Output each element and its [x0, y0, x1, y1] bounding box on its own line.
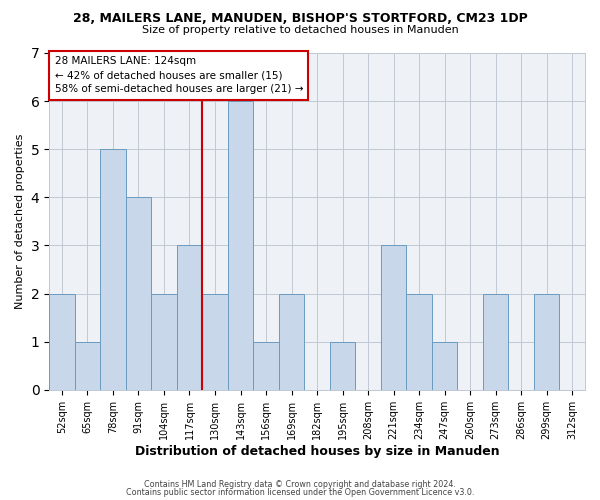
Text: Contains HM Land Registry data © Crown copyright and database right 2024.: Contains HM Land Registry data © Crown c… — [144, 480, 456, 489]
Bar — [253, 342, 279, 390]
Text: Size of property relative to detached houses in Manuden: Size of property relative to detached ho… — [142, 25, 458, 35]
Text: 28 MAILERS LANE: 124sqm
← 42% of detached houses are smaller (15)
58% of semi-de: 28 MAILERS LANE: 124sqm ← 42% of detache… — [55, 56, 303, 94]
X-axis label: Distribution of detached houses by size in Manuden: Distribution of detached houses by size … — [135, 444, 499, 458]
Bar — [330, 342, 355, 390]
Text: 28, MAILERS LANE, MANUDEN, BISHOP'S STORTFORD, CM23 1DP: 28, MAILERS LANE, MANUDEN, BISHOP'S STOR… — [73, 12, 527, 26]
Bar — [406, 294, 432, 390]
Y-axis label: Number of detached properties: Number of detached properties — [15, 134, 25, 309]
Bar — [100, 149, 126, 390]
Bar — [151, 294, 177, 390]
Bar — [279, 294, 304, 390]
Bar — [483, 294, 508, 390]
Bar — [228, 101, 253, 390]
Bar — [177, 246, 202, 390]
Bar — [432, 342, 457, 390]
Text: Contains public sector information licensed under the Open Government Licence v3: Contains public sector information licen… — [126, 488, 474, 497]
Bar — [381, 246, 406, 390]
Bar — [74, 342, 100, 390]
Bar — [202, 294, 228, 390]
Bar — [49, 294, 74, 390]
Bar — [126, 198, 151, 390]
Bar — [534, 294, 559, 390]
